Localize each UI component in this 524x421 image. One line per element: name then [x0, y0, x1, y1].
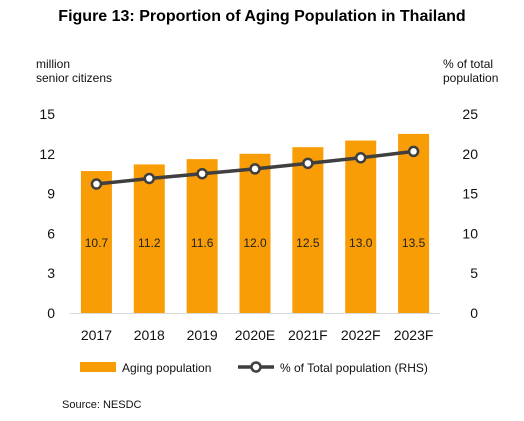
right-axis-tick-label: 25 — [462, 106, 478, 122]
left-axis-tick-label: 6 — [47, 225, 55, 241]
x-axis-tick-label: 2018 — [134, 327, 165, 343]
x-axis-tick-label: 2017 — [81, 327, 112, 343]
x-axis-tick-label: 2020E — [235, 327, 275, 343]
bar-data-label: 13.0 — [349, 236, 373, 250]
right-axis-tick-label: 0 — [470, 305, 478, 321]
left-axis-tick-label: 3 — [47, 265, 55, 281]
line-point-2020E — [249, 163, 261, 175]
right-axis-tick-label: 20 — [462, 146, 478, 162]
bar-2017 — [80, 171, 112, 313]
line-point-2021F — [302, 157, 314, 170]
bar-data-label: 12.0 — [243, 236, 267, 250]
left-axis-title-line-1: million — [36, 57, 71, 71]
legend-label-aging-population: Aging population — [122, 361, 211, 375]
left-axis-tick-label: 0 — [47, 305, 55, 321]
bar-data-label: 10.7 — [85, 236, 109, 250]
line-point-2023F — [407, 145, 420, 158]
legend-label-pct-total: % of Total population (RHS) — [280, 361, 428, 375]
line-point-2022F — [354, 152, 367, 164]
line-point-2018 — [143, 172, 156, 185]
bar-2019 — [186, 159, 218, 313]
right-axis-title-line-2: population — [443, 71, 499, 85]
bar-2020E — [239, 153, 271, 313]
left-axis-tick-label: 12 — [39, 146, 55, 162]
left-axis-title-line-2: senior citizens — [36, 71, 113, 85]
bar-data-label: 11.6 — [191, 236, 214, 250]
source-note: Source: NESDC — [62, 399, 142, 411]
chart-title: Figure 13: Proportion of Aging Populatio… — [58, 8, 466, 25]
bar-2018 — [133, 164, 165, 313]
legend-swatch-aging-population — [80, 362, 116, 372]
x-axis-tick-label: 2022F — [341, 327, 381, 343]
right-axis-title: % of total population — [443, 57, 523, 85]
left-axis-tick-label: 9 — [47, 186, 55, 202]
left-axis-tick-label: 15 — [39, 106, 55, 122]
right-axis-tick-label: 15 — [462, 186, 478, 202]
bar-2022F — [345, 140, 377, 313]
bar-data-label: 12.5 — [296, 236, 320, 250]
x-axis-tick-label: 2021F — [288, 327, 328, 343]
bar-data-label: 13.5 — [402, 236, 426, 250]
line-point-2017 — [90, 178, 103, 190]
bar-2021F — [292, 147, 324, 313]
right-axis-tick-label: 10 — [462, 225, 478, 241]
bar-data-label: 11.2 — [138, 236, 161, 250]
x-axis-tick-label: 2019 — [187, 327, 218, 343]
right-axis-tick-label: 5 — [470, 265, 478, 281]
right-axis-title-line-1: % of total — [443, 57, 494, 71]
left-axis-title: million senior citizens — [36, 57, 156, 85]
x-axis-tick-label: 2023F — [394, 327, 434, 343]
bar-2023F — [398, 133, 430, 313]
line-point-2019 — [196, 167, 208, 180]
legend-marker-pct-total — [250, 361, 262, 373]
